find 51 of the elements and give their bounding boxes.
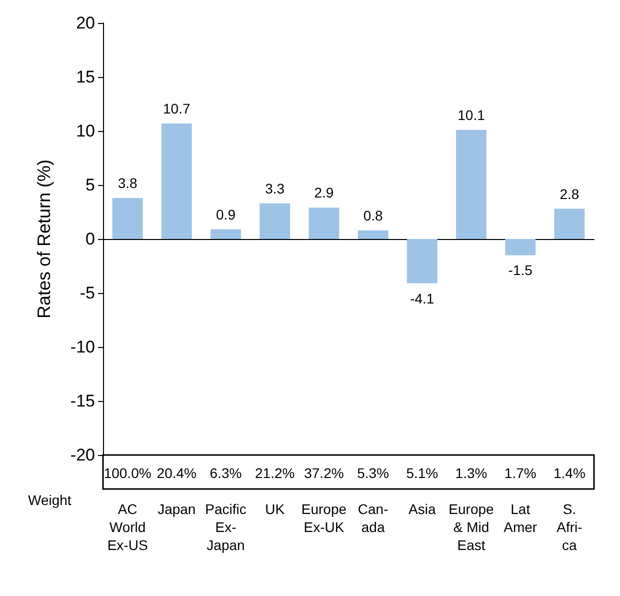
- data-label: 3.3: [265, 180, 285, 196]
- bar: [554, 208, 585, 239]
- text: 5.3%: [357, 465, 390, 481]
- x-tick-label: AC World Ex-US: [107, 501, 148, 553]
- text: 1.3%: [455, 465, 488, 481]
- x-tick-label: S. Afri- ca: [556, 501, 583, 553]
- x-tick-label: UK: [265, 501, 286, 517]
- y-axis-title: Rates of Return (%): [34, 159, 54, 319]
- bar: [260, 203, 290, 239]
- x-tick-label: Europe Ex-UK: [301, 501, 347, 535]
- text: Weight: [28, 492, 72, 508]
- x-tick-label: Asia: [408, 501, 436, 517]
- data-label: 0.8: [363, 207, 383, 224]
- y-tick-label: 0: [86, 230, 95, 248]
- bar: [210, 229, 241, 239]
- text: 6.3%: [210, 465, 242, 481]
- bar: [505, 239, 536, 256]
- data-label: -4.1: [410, 290, 434, 306]
- y-tick-label: 10: [76, 122, 95, 140]
- text: 21.2%: [255, 465, 295, 481]
- data-label: -1.5: [508, 262, 533, 278]
- data-label: 0.9: [216, 206, 236, 222]
- x-tick-label: Can- ada: [358, 501, 389, 535]
- x-tick-label: Lat Amer: [504, 501, 538, 535]
- y-tick-label: -15: [70, 392, 95, 410]
- x-tick-label: Japan: [158, 501, 196, 517]
- text: 5.1%: [406, 465, 438, 481]
- y-tick-label: 15: [76, 68, 95, 86]
- data-label: 2.9: [314, 184, 334, 201]
- text: 20.4%: [156, 465, 196, 481]
- data-label: 2.8: [560, 186, 580, 202]
- x-tick-label: Europe & Mid East: [448, 501, 494, 553]
- y-tick-label: -5: [80, 284, 95, 302]
- y-tick-label: 5: [86, 176, 95, 194]
- text: 1.7%: [504, 465, 536, 481]
- bar: [456, 130, 486, 239]
- bar: [161, 123, 192, 239]
- data-label: 10.7: [163, 100, 190, 116]
- text: 100.0%: [104, 465, 152, 481]
- bar: [358, 230, 388, 239]
- bar: [112, 198, 143, 239]
- bar: [406, 239, 438, 284]
- x-tick-label: Pacific Ex- Japan: [205, 501, 246, 553]
- data-label: 3.8: [118, 174, 138, 191]
- y-tick-label: -20: [70, 446, 95, 464]
- bar: [308, 208, 340, 239]
- data-label: 10.1: [458, 106, 486, 123]
- text: 1.4%: [553, 465, 586, 481]
- y-tick-label: -10: [70, 338, 95, 356]
- y-tick-label: 20: [76, 14, 95, 32]
- text: 37.2%: [304, 465, 344, 481]
